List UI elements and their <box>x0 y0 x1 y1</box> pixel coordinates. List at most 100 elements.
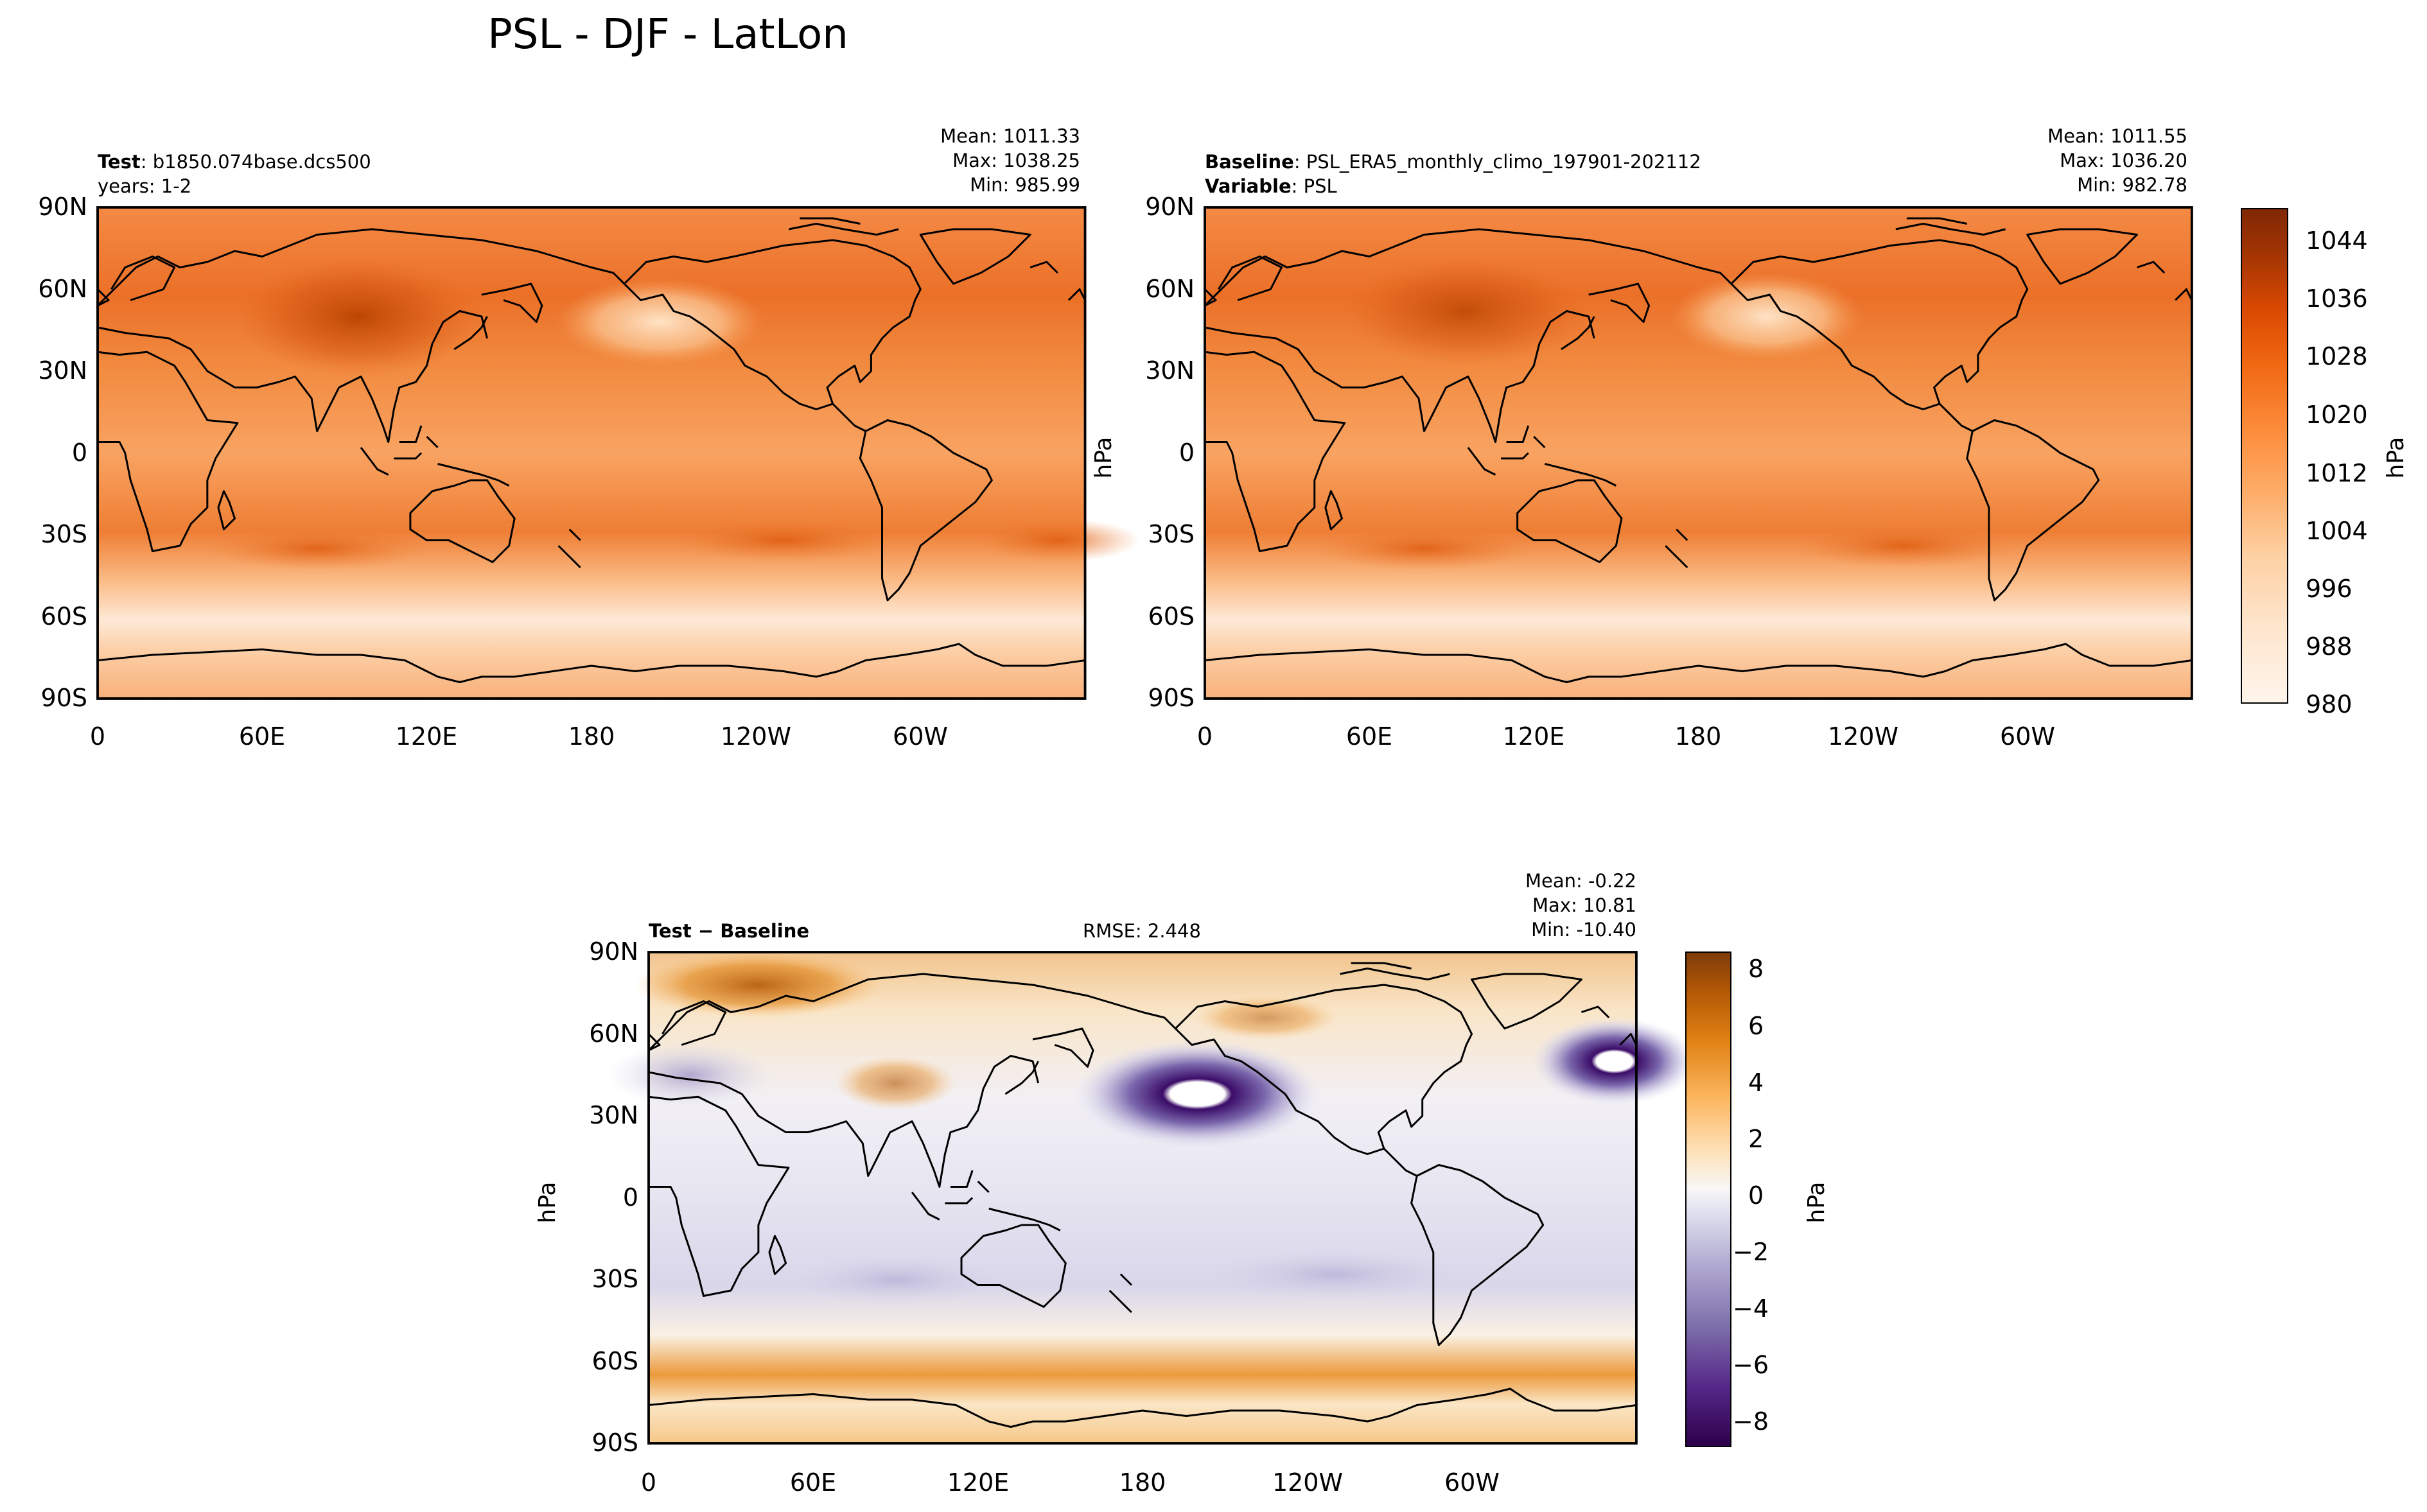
baseline-ytick-label: 90S <box>1148 684 1195 712</box>
colorbar-psl-tick: 988 <box>2306 632 2353 661</box>
colorbar-psl-tick: 1012 <box>2306 459 2368 487</box>
colorbar-diff-tick: −2 <box>1733 1238 1769 1266</box>
colorbar-psl-tick: 1044 <box>2306 227 2368 255</box>
baseline-xtick-label: 0 <box>1197 722 1213 751</box>
test-xtick-label: 60W <box>893 722 948 751</box>
panel-baseline: Baseline: PSL_ERA5_monthly_climo_197901-… <box>1091 125 2409 751</box>
baseline-ytick-label: 90N <box>1145 193 1195 221</box>
colorbar-diff-ticks: 8 6 4 2 0 −2 −4 −6 −8 <box>1733 955 1769 1436</box>
baseline-sh-high-2 <box>1794 524 2014 568</box>
test-ytick-label: 90S <box>41 684 87 712</box>
colorbar-psl-gradient <box>2241 208 2288 704</box>
colorbar-diff-gradient <box>1685 952 1731 1447</box>
colorbar-psl-tick: 980 <box>2306 690 2353 718</box>
baseline-xtick-label: 180 <box>1675 722 1722 751</box>
diff-so-negative-2 <box>1197 1247 1472 1301</box>
baseline-xtick-label: 60E <box>1346 722 1392 751</box>
test-field <box>98 207 1085 699</box>
baseline-ytick-label: 30N <box>1145 356 1195 385</box>
test-ytick-label: 30N <box>38 356 87 385</box>
test-ytick-label: 90N <box>38 193 87 221</box>
diff-atlantic-negative <box>1532 1018 1697 1105</box>
test-xtick-label: 180 <box>568 722 615 751</box>
diff-so-negative-1 <box>785 1252 1006 1307</box>
colorbar-diff-tick: 2 <box>1748 1125 1764 1153</box>
colorbar-psl-tick: 1004 <box>2306 517 2368 545</box>
test-xtick-label: 60E <box>239 722 285 751</box>
diff-na-positive <box>1195 996 1338 1039</box>
test-label: Test: b1850.074base.dcs500 <box>98 151 371 173</box>
test-stat-mean: Mean: 1011.33 <box>940 125 1080 147</box>
colorbar-diff-tick: −8 <box>1733 1407 1769 1436</box>
baseline-stat-mean: Mean: 1011.55 <box>2047 125 2187 147</box>
colorbar-psl-tick: 1020 <box>2306 401 2368 429</box>
diff-label: Test − Baseline <box>649 920 809 942</box>
diff-ytick-label: 90N <box>589 937 638 966</box>
baseline-aleutian-low <box>1670 273 1863 360</box>
test-map <box>96 206 1140 700</box>
test-ytick-label: 60N <box>38 275 87 303</box>
test-xtick-label: 0 <box>90 722 105 751</box>
test-xticks: 0 60E 120E 180 120W 60W <box>90 722 948 751</box>
diff-ylabel: hPa <box>534 1182 561 1224</box>
diff-arctic-positive <box>635 952 882 1018</box>
diff-ytick-label: 60N <box>589 1020 638 1048</box>
baseline-map <box>1204 206 2193 700</box>
diff-rmse: RMSE: 2.448 <box>1083 920 1201 942</box>
diff-xtick-label: 180 <box>1119 1468 1166 1497</box>
colorbar-psl-label: hPa <box>2383 437 2409 479</box>
diff-ytick-label: 30N <box>589 1101 638 1129</box>
test-siberian-high <box>234 256 482 377</box>
colorbar-psl-tick: 1036 <box>2306 284 2368 313</box>
baseline-ytick-label: 0 <box>1179 439 1195 467</box>
test-sh-high-3 <box>975 518 1140 562</box>
baseline-ylabel: hPa <box>1091 437 1117 479</box>
diff-xtick-label: 120E <box>947 1468 1010 1497</box>
colorbar-diff-tick: 0 <box>1748 1181 1764 1210</box>
colorbar-psl: 1044 1036 1028 1020 1012 1004 996 988 98… <box>2241 208 2409 718</box>
diff-field <box>649 952 1636 1443</box>
colorbar-diff-tick: 6 <box>1748 1012 1764 1040</box>
diff-xtick-label: 60E <box>790 1468 836 1497</box>
diff-yticks: 90N 60N 30N 0 30S 60S 90S <box>589 937 638 1457</box>
test-yticks: 90N 60N 30N 0 30S 60S 90S <box>38 193 87 712</box>
diff-xtick-label: 0 <box>641 1468 656 1497</box>
colorbar-diff-tick: 4 <box>1748 1068 1764 1097</box>
test-ytick-label: 0 <box>72 439 87 467</box>
colorbar-psl-tick: 996 <box>2306 575 2353 603</box>
test-xtick-label: 120E <box>396 722 458 751</box>
baseline-ytick-label: 30S <box>1148 520 1195 548</box>
colorbar-psl-ticks: 1044 1036 1028 1020 1012 1004 996 988 98… <box>2306 227 2368 718</box>
baseline-xticks: 0 60E 120E 180 120W 60W <box>1197 722 2055 751</box>
baseline-ytick-label: 60N <box>1145 275 1195 303</box>
baseline-stat-min: Min: 982.78 <box>2077 174 2187 196</box>
panel-test: Test: b1850.074base.dcs500 years: 1-2 Me… <box>38 125 1140 751</box>
baseline-ytick-label: 60S <box>1148 602 1195 630</box>
diff-pacific-negative <box>1074 1039 1321 1149</box>
test-sh-high-2 <box>673 518 893 562</box>
diff-stat-max: Max: 10.81 <box>1532 894 1636 916</box>
test-aleutian-low <box>556 278 764 366</box>
diff-stat-min: Min: -10.40 <box>1531 919 1636 941</box>
baseline-stat-max: Max: 1036.20 <box>2060 150 2187 171</box>
baseline-xtick-label: 60W <box>2000 722 2055 751</box>
diff-ytick-label: 30S <box>592 1265 638 1293</box>
diff-ytick-label: 90S <box>592 1429 638 1457</box>
test-sh-high-1 <box>207 526 427 571</box>
diff-stat-mean: Mean: -0.22 <box>1525 870 1636 892</box>
diff-asia-positive <box>835 1056 956 1111</box>
baseline-siberian-high <box>1342 256 1589 366</box>
baseline-variable: Variable: PSL <box>1205 175 1337 197</box>
baseline-sh-high-1 <box>1314 526 1534 571</box>
diff-map <box>607 951 1697 1445</box>
baseline-label: Baseline: PSL_ERA5_monthly_climo_197901-… <box>1205 151 1701 173</box>
diff-xticks: 0 60E 120E 180 120W 60W <box>641 1468 1500 1497</box>
diff-ytick-label: 60S <box>592 1347 638 1375</box>
colorbar-diff-tick: −6 <box>1733 1351 1769 1379</box>
figure-title: PSL - DJF - LatLon <box>487 11 848 58</box>
diff-ytick-label: 0 <box>623 1183 638 1212</box>
colorbar-psl-tick: 1028 <box>2306 342 2368 370</box>
diff-xtick-label: 120W <box>1272 1468 1343 1497</box>
baseline-xtick-label: 120W <box>1828 722 1898 751</box>
